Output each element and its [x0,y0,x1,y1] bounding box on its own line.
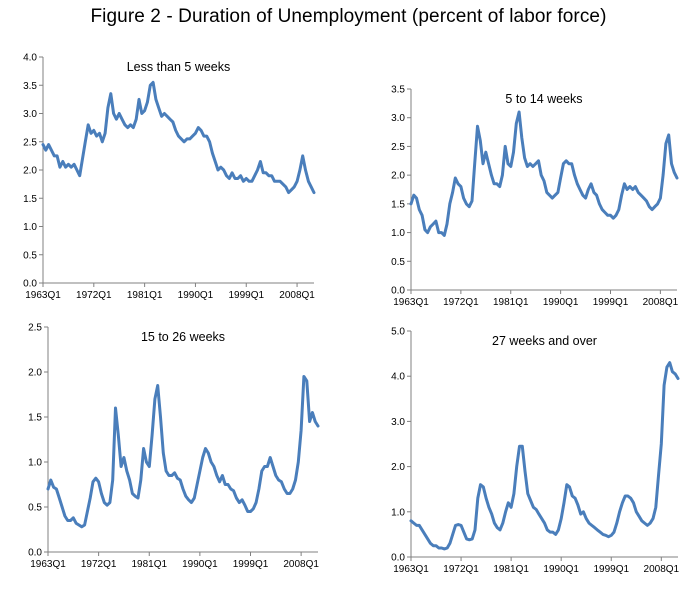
x-tick-label: 1981Q1 [493,564,529,575]
x-tick-label: 1999Q1 [228,290,264,301]
y-tick-label: 1.5 [28,413,42,424]
y-tick-label: 2.0 [23,166,37,177]
y-tick-label: 1.5 [391,199,405,210]
x-tick-label: 1963Q1 [393,564,429,575]
y-tick-label: 4.0 [23,53,37,64]
chart-27-weeks-and-over: 0.0 1.0 2.0 3.0 4.0 5.0 1963Q1 1972Q1 1981Q1 1990… [391,327,680,576]
series-line [46,375,320,529]
y-tick-label: 1.0 [391,228,405,239]
x-tick-label: 1963Q1 [393,297,429,308]
y-tick-label: 2.5 [23,137,37,148]
x-tick-label: 1972Q1 [81,559,117,570]
x-tick-label: 1963Q1 [30,559,66,570]
y-tick-label: 2.0 [391,171,405,182]
y-tick-label: 1.5 [23,194,37,205]
x-tick-label: 1972Q1 [76,290,112,301]
y-tick-label: 2.0 [391,462,405,473]
y-tick-label: 2.0 [28,368,42,379]
y-tick-label: 0.0 [391,553,405,564]
x-tick-label: 2008Q1 [644,564,680,575]
y-tick-label: 0.5 [23,250,37,261]
series-line [409,361,680,551]
chart-less-than-5-weeks: 0.0 0.5 1.0 1.5 2.0 2.5 3.0 3.5 4.0 1963Q1 1972Q1 1… [23,53,316,301]
y-tick-label: 0.5 [391,257,405,268]
x-tick-label: 1990Q1 [182,559,218,570]
y-tick-label: 1.0 [28,458,42,469]
x-tick-label: 2008Q1 [279,290,315,301]
y-tick-label: 0.0 [28,548,42,559]
y-tick-label: 3.5 [391,85,405,96]
x-tick-label: 1981Q1 [131,559,167,570]
x-tick-label: 2008Q1 [643,297,679,308]
y-tick-label: 3.5 [23,81,37,92]
y-tick-label: 3.0 [391,417,405,428]
chart-title: 5 to 14 weeks [505,92,582,106]
x-tick-label: 1999Q1 [593,564,629,575]
chart-title: Less than 5 weeks [127,60,231,74]
chart-title: 27 weeks and over [492,334,597,348]
figure-title: Figure 2 - Duration of Unemployment (per… [90,6,607,27]
chart-title: 15 to 26 weeks [141,330,225,344]
y-tick-label: 0.0 [23,279,37,290]
y-tick-label: 3.0 [391,113,405,124]
x-tick-label: 2008Q1 [283,559,319,570]
x-tick-label: 1990Q1 [543,297,579,308]
y-tick-label: 0.0 [391,286,405,297]
series-line [409,110,679,237]
x-tick-label: 1963Q1 [25,290,61,301]
x-tick-label: 1972Q1 [443,564,479,575]
y-tick-label: 0.5 [28,503,42,514]
x-tick-label: 1972Q1 [443,297,479,308]
y-tick-label: 2.5 [391,142,405,153]
y-tick-label: 2.5 [28,323,42,334]
y-tick-label: 4.0 [391,372,405,383]
chart-15-to-26-weeks: 0.0 0.5 1.0 1.5 2.0 2.5 1963Q1 1972Q1 1981Q1 1990… [28,323,320,570]
y-tick-label: 3.0 [23,109,37,120]
y-tick-label: 5.0 [391,327,405,338]
x-tick-label: 1999Q1 [233,559,269,570]
y-tick-label: 1.0 [23,222,37,233]
x-tick-label: 1981Q1 [493,297,529,308]
x-tick-label: 1990Q1 [543,564,579,575]
x-tick-label: 1999Q1 [593,297,629,308]
x-tick-label: 1990Q1 [178,290,214,301]
x-tick-label: 1981Q1 [127,290,163,301]
series-line [41,80,316,195]
y-tick-label: 1.0 [391,507,405,518]
chart-5-to-14-weeks: 0.0 0.5 1.0 1.5 2.0 2.5 3.0 3.5 1963Q1 1972Q1 1981… [391,85,679,309]
